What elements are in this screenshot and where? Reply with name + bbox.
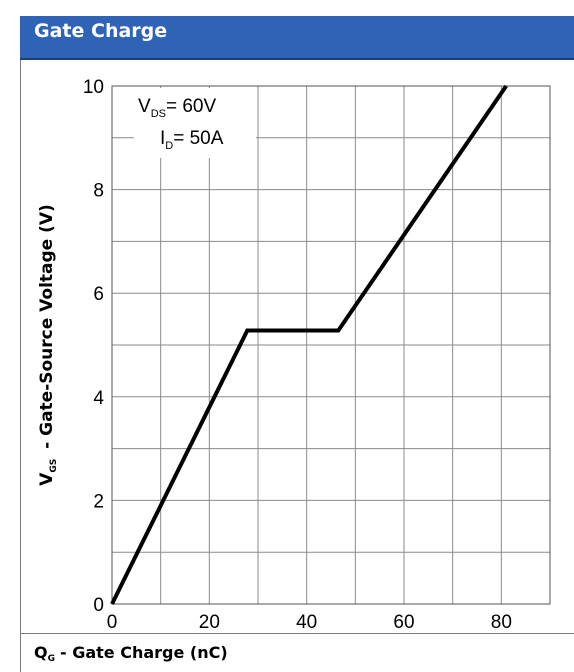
x-tick-label: 80 [491,612,512,633]
x-axis-label-symbol: Q [34,643,48,662]
plot-border [111,85,551,605]
annotation-subscript: DS [151,108,166,120]
y-tick-label: 6 [93,284,104,305]
annotation-subscript: D [165,140,173,152]
chart-header: Gate Charge [20,16,574,60]
y-axis-label: VGS - Gate-Source Voltage (V) [37,204,59,486]
y-tick-label: 8 [93,181,104,202]
footer-divider [20,633,574,634]
chart-frame [20,16,574,672]
y-axis-label-subscript: GS [49,459,59,473]
annotation-background [134,88,256,158]
x-tick-label: 20 [199,612,220,633]
y-axis-label-symbol: V [37,472,57,486]
x-tick-label: 40 [296,612,317,633]
chart-title: Gate Charge [34,20,168,42]
x-tick-label: 0 [107,612,118,633]
x-axis-label: QG - Gate Charge (nC) [34,643,228,664]
x-tick-label: 60 [393,612,414,633]
y-tick-label: 0 [93,595,104,616]
y-axis-label-text: - Gate-Source Voltage (V) [37,204,57,455]
x-axis-label-text: - Gate Charge (nC) [60,643,228,662]
annotation-id: ID= 50A [160,128,224,152]
annotation-symbol: V [138,96,151,117]
gate-charge-curve [110,84,508,605]
x-axis-label-subscript: G [47,654,55,664]
y-tick-label: 4 [93,388,104,409]
y-tick-label: 2 [93,491,104,512]
annotation-symbol: I [160,128,165,149]
annotation-vds: VDS= 60V [138,96,216,120]
annotation-value: = 50A [173,128,224,149]
y-tick-label: 10 [83,77,104,98]
annotation-value: = 60V [166,96,217,117]
